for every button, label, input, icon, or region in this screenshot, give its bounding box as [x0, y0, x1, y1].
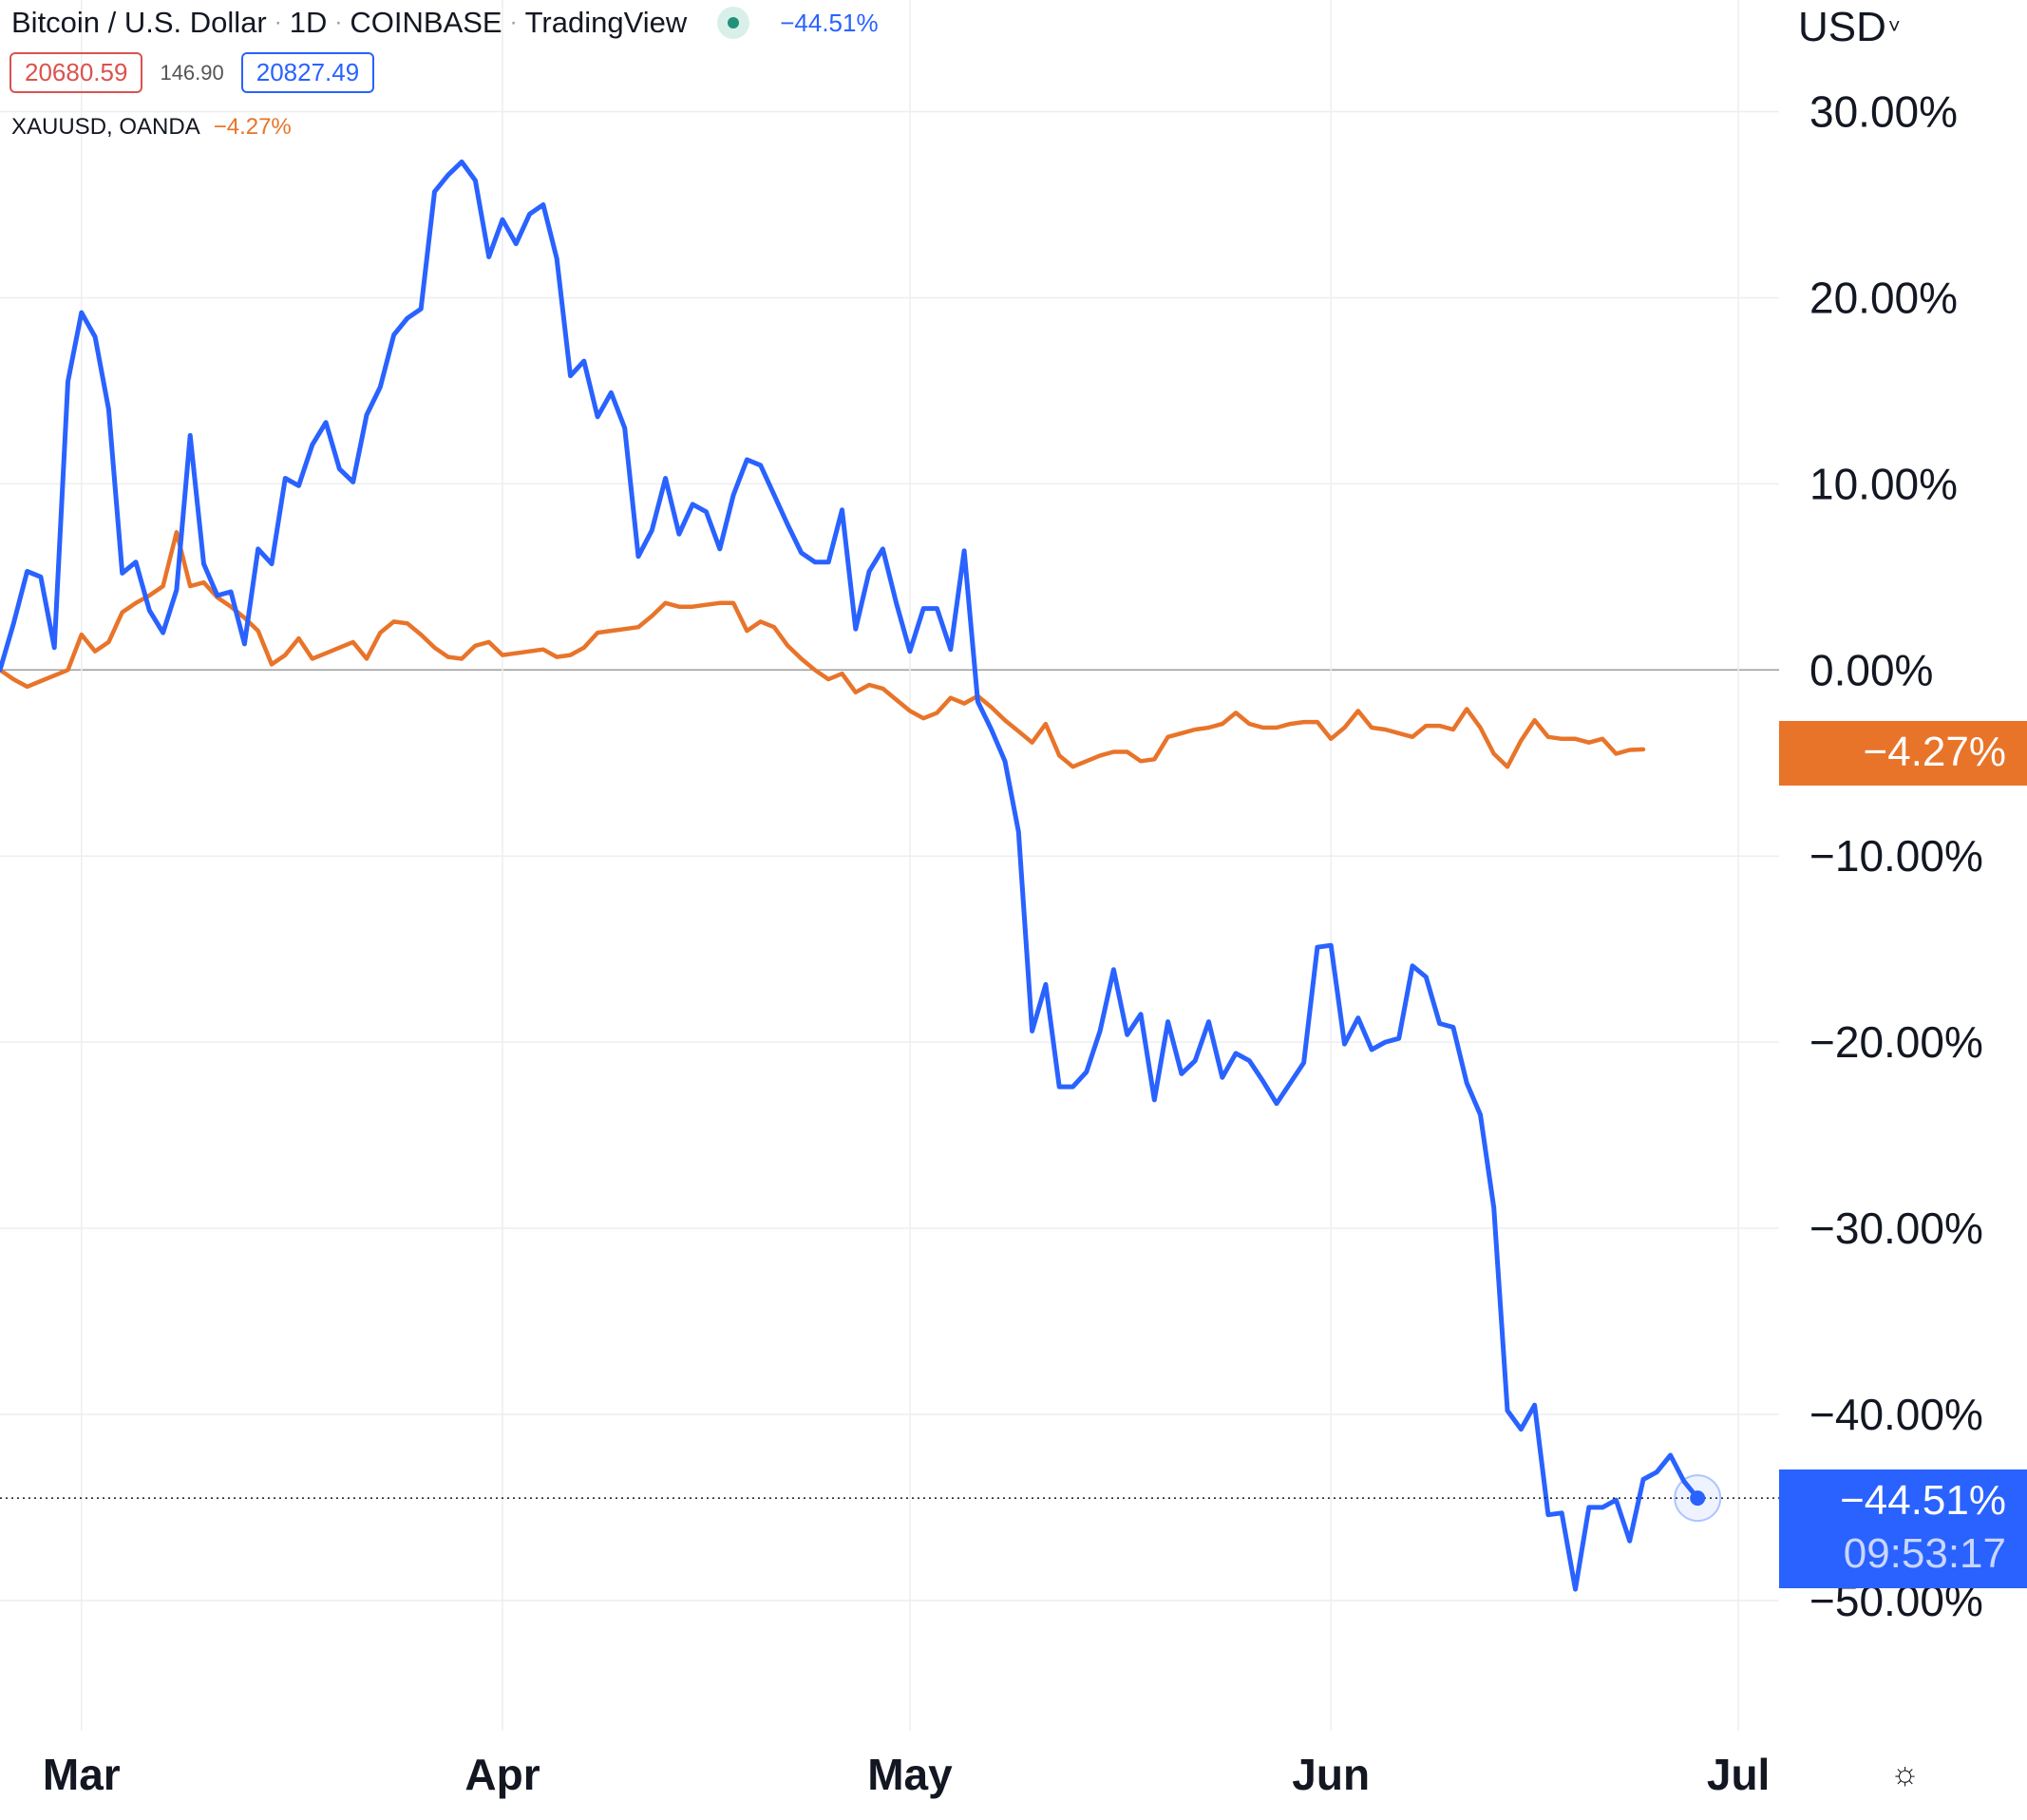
sell-price-button[interactable]: 20680.59 — [9, 52, 143, 93]
y-tick-label: −10.00% — [1809, 831, 1983, 881]
last-point-marker — [1690, 1490, 1706, 1507]
market-open-icon — [717, 7, 750, 39]
y-tick-label: −30.00% — [1809, 1204, 1983, 1253]
symbol-change: −44.51% — [780, 8, 879, 37]
exchange-label: COINBASE — [350, 6, 502, 39]
bar-countdown: 09:53:17 — [1843, 1530, 2006, 1577]
separator-dot: · — [274, 9, 282, 35]
x-tick-label: May — [867, 1750, 953, 1799]
currency-label: USD — [1798, 4, 1886, 50]
interval-label[interactable]: 1D — [289, 6, 328, 39]
x-tick-label: Jul — [1707, 1750, 1770, 1799]
chevron-down-icon: ˅ — [1887, 14, 1901, 38]
compare-symbol: XAUUSD, OANDA — [11, 114, 200, 140]
y-tick-label: 30.00% — [1809, 87, 1958, 137]
gold-last-value: −4.27% — [1863, 729, 2006, 775]
source-label: TradingView — [524, 6, 688, 39]
series-line-bitcoin — [0, 159, 1700, 1592]
gold-last-value-badge: −4.27% — [1779, 721, 2027, 786]
series-line-xauusd — [0, 530, 1646, 769]
x-tick-label: Mar — [43, 1750, 121, 1799]
y-tick-label: 0.00% — [1809, 645, 1933, 694]
y-tick-label: −40.00% — [1809, 1390, 1983, 1439]
buy-price-button[interactable]: 20827.49 — [240, 52, 375, 93]
x-tick-label: Jun — [1292, 1750, 1370, 1799]
btc-last-value-badge: −44.51% 09:53:17 — [1779, 1469, 2027, 1588]
btc-last-value: −44.51% — [1840, 1477, 2006, 1524]
gear-icon[interactable]: ☼ — [1890, 1755, 1921, 1792]
symbol-title[interactable]: Bitcoin / U.S. Dollar — [11, 6, 267, 39]
currency-selector[interactable]: USD˅ — [1798, 4, 1901, 51]
y-tick-label: 10.00% — [1809, 459, 1958, 508]
chart-header: Bitcoin / U.S. Dollar · 1D · COINBASE · … — [11, 6, 879, 40]
compare-legend[interactable]: XAUUSD, OANDA −4.27% — [11, 114, 292, 141]
bid-ask-row: 20680.59 146.90 20827.49 — [9, 52, 375, 93]
x-tick-label: Apr — [464, 1750, 540, 1799]
y-tick-label: −20.00% — [1809, 1017, 1983, 1067]
separator-dot: · — [334, 9, 343, 35]
y-tick-label: 20.00% — [1809, 273, 1958, 322]
compare-change: −4.27% — [213, 114, 292, 140]
spread-value: 146.90 — [160, 60, 224, 85]
separator-dot: · — [509, 9, 518, 35]
